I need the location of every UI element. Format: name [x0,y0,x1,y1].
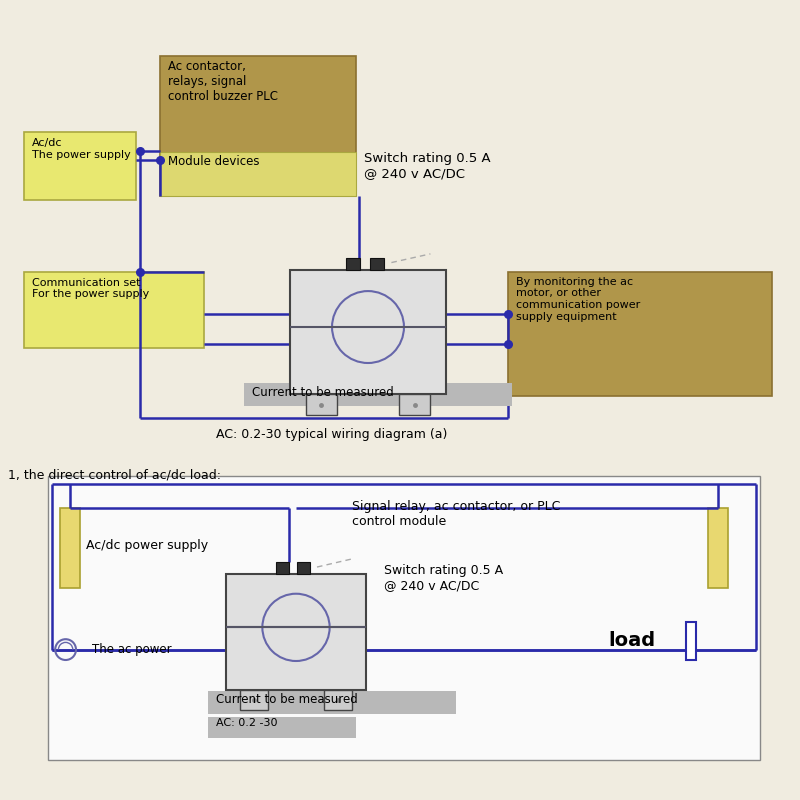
Text: Current to be measured: Current to be measured [252,386,394,398]
Bar [324,690,352,710]
Text: Ac/dc
The power supply: Ac/dc The power supply [32,138,130,160]
Text: Current to be measured: Current to be measured [216,693,358,706]
Bar [160,56,356,196]
Text: Module devices: Module devices [168,155,259,168]
Text: AC: 0.2 -30: AC: 0.2 -30 [216,718,278,728]
Bar [24,272,204,348]
Bar [208,691,456,714]
Text: 1, the direct control of ac/dc load:: 1, the direct control of ac/dc load: [8,468,221,481]
Text: The ac power: The ac power [92,643,172,656]
Bar [708,508,728,588]
Bar [226,574,366,690]
Text: Signal relay, ac contactor, or PLC
control module: Signal relay, ac contactor, or PLC contr… [352,500,560,528]
Bar [290,270,446,394]
Bar [370,258,384,270]
Bar [48,476,760,760]
Bar [24,132,136,200]
Text: Switch rating 0.5 A
@ 240 v AC/DC: Switch rating 0.5 A @ 240 v AC/DC [364,152,490,180]
Bar [277,562,289,574]
Bar [306,394,337,415]
Text: By monitoring the ac
motor, or other
communication power
supply equipment: By monitoring the ac motor, or other com… [516,277,640,322]
Text: AC: 0.2-30 typical wiring diagram (a): AC: 0.2-30 typical wiring diagram (a) [216,428,447,441]
Text: Ac/dc power supply: Ac/dc power supply [86,539,209,552]
Text: Ac contactor,
relays, signal
control buzzer PLC: Ac contactor, relays, signal control buz… [168,60,278,103]
Text: Communication set
For the power supply: Communication set For the power supply [32,278,150,299]
Text: Switch rating 0.5 A
@ 240 v AC/DC: Switch rating 0.5 A @ 240 v AC/DC [384,564,503,592]
Bar [346,258,360,270]
Bar [399,394,430,415]
Bar [160,152,356,196]
Bar [298,562,310,574]
Bar [686,622,696,660]
Bar [60,508,80,588]
Text: load: load [608,630,655,650]
Bar [244,383,512,406]
Bar [208,717,356,738]
Bar [240,690,268,710]
Bar [508,272,772,396]
